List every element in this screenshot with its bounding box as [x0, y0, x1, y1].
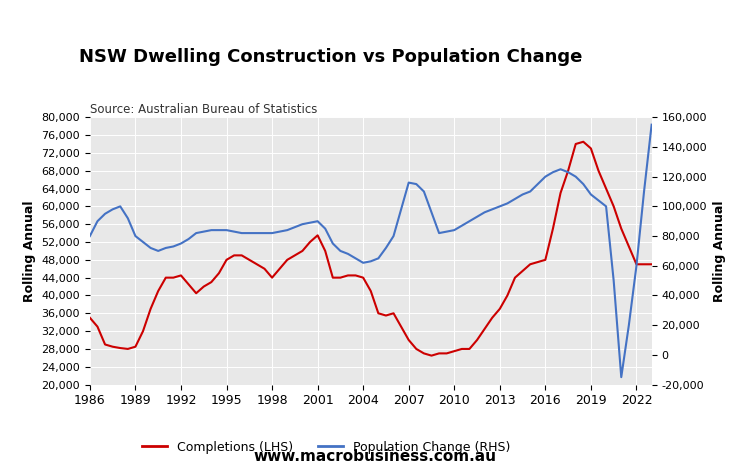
Y-axis label: Rolling Annual: Rolling Annual: [23, 200, 36, 302]
Text: NSW Dwelling Construction vs Population Change: NSW Dwelling Construction vs Population …: [79, 48, 582, 66]
Legend: Completions (LHS), Population Change (RHS): Completions (LHS), Population Change (RH…: [136, 436, 515, 459]
Text: Source: Australian Bureau of Statistics: Source: Australian Bureau of Statistics: [90, 103, 318, 116]
Y-axis label: Rolling Annual: Rolling Annual: [712, 200, 726, 302]
Text: MACRO: MACRO: [586, 33, 654, 51]
Text: www.macrobusiness.com.au: www.macrobusiness.com.au: [253, 449, 496, 464]
Text: BUSINESS: BUSINESS: [574, 62, 666, 81]
